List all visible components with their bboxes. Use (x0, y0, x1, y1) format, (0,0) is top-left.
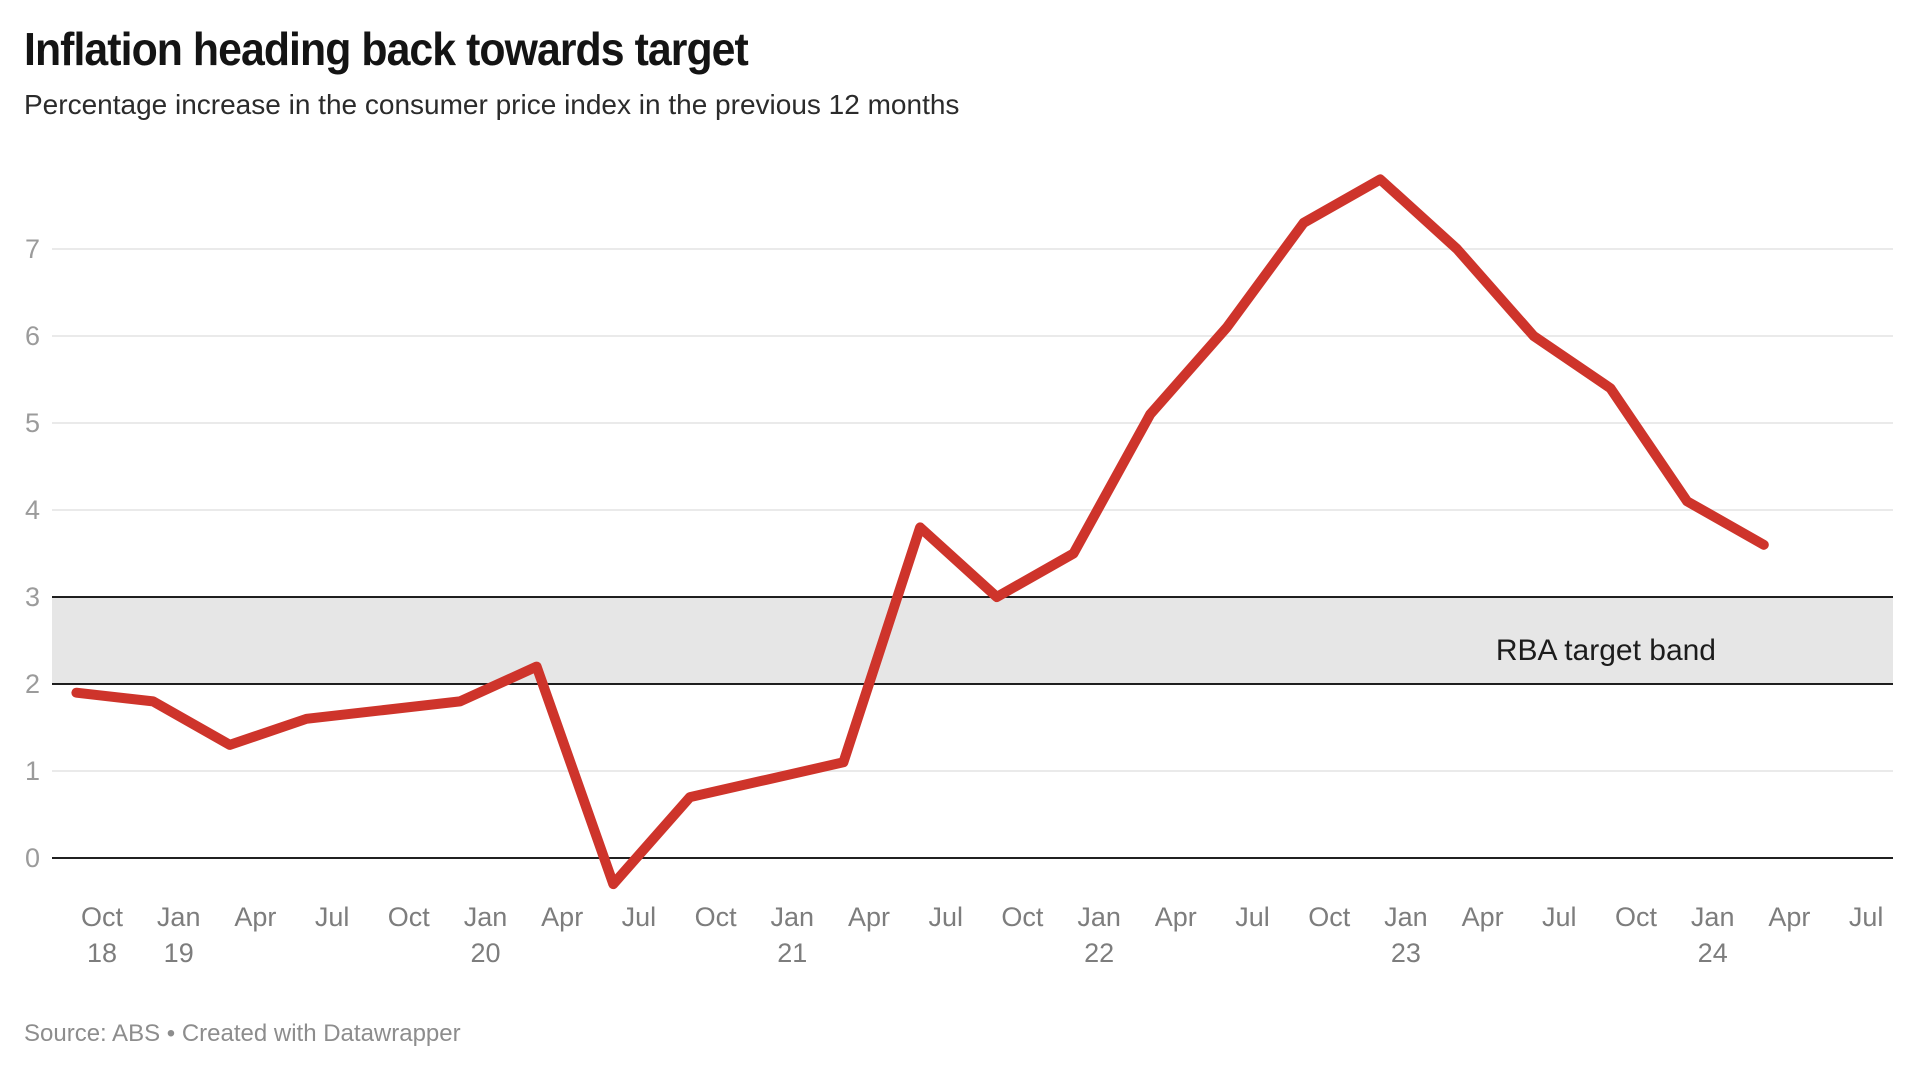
x-axis-label: Oct (695, 902, 738, 932)
chart-subtitle: Percentage increase in the consumer pric… (24, 89, 960, 120)
y-axis-label: 1 (25, 756, 40, 786)
rba-target-band-label: RBA target band (1495, 634, 1716, 667)
cpi-line (71, 174, 1769, 890)
x-axis-label: Oct (1615, 902, 1658, 932)
x-axis-label: Apr (1155, 902, 1197, 932)
x-axis-year-label: 20 (470, 938, 500, 968)
x-axis-label: Oct (1001, 902, 1044, 932)
x-axis-label: Oct (81, 902, 124, 932)
y-axis-label: 5 (25, 408, 40, 438)
x-axis-label: Jan (771, 902, 815, 932)
y-axis-label: 0 (25, 843, 40, 873)
x-axis-label: Jul (1235, 902, 1270, 932)
x-axis-year-label: 24 (1698, 938, 1728, 968)
target-band (52, 597, 1893, 684)
x-axis-label: Jul (928, 902, 963, 932)
x-axis-year-label: 19 (164, 938, 194, 968)
source-line: Source: ABS • Created with Datawrapper (24, 1020, 461, 1047)
y-axis-label: 6 (25, 321, 40, 351)
x-axis-label: Jan (464, 902, 508, 932)
x-axis-year-label: 18 (87, 938, 117, 968)
x-axis-label: Jan (1077, 902, 1121, 932)
x-axis-label: Jul (1542, 902, 1577, 932)
y-axis-label: 2 (25, 669, 40, 699)
page-title: Inflation heading back towards target (24, 23, 749, 75)
x-axis-label: Oct (388, 902, 431, 932)
x-axis-label: Apr (1768, 902, 1810, 932)
x-axis-label: Apr (541, 902, 583, 932)
x-axis-label: Jan (1691, 902, 1735, 932)
x-axis-year-label: 23 (1391, 938, 1421, 968)
x-axis-label: Apr (1462, 902, 1504, 932)
y-axis-label: 3 (25, 582, 40, 612)
x-axis-label: Jan (157, 902, 201, 932)
x-axis-label: Jan (1384, 902, 1428, 932)
y-axis-label: 4 (25, 495, 40, 525)
x-axis-label: Apr (848, 902, 890, 932)
x-axis-label: Apr (234, 902, 276, 932)
x-axis-label: Jul (1849, 902, 1884, 932)
x-axis-year-label: 21 (777, 938, 807, 968)
x-axis-label: Jul (622, 902, 657, 932)
x-axis-year-label: 22 (1084, 938, 1114, 968)
x-axis-label: Oct (1308, 902, 1351, 932)
y-axis-label: 7 (25, 234, 40, 264)
x-axis-label: Jul (315, 902, 350, 932)
